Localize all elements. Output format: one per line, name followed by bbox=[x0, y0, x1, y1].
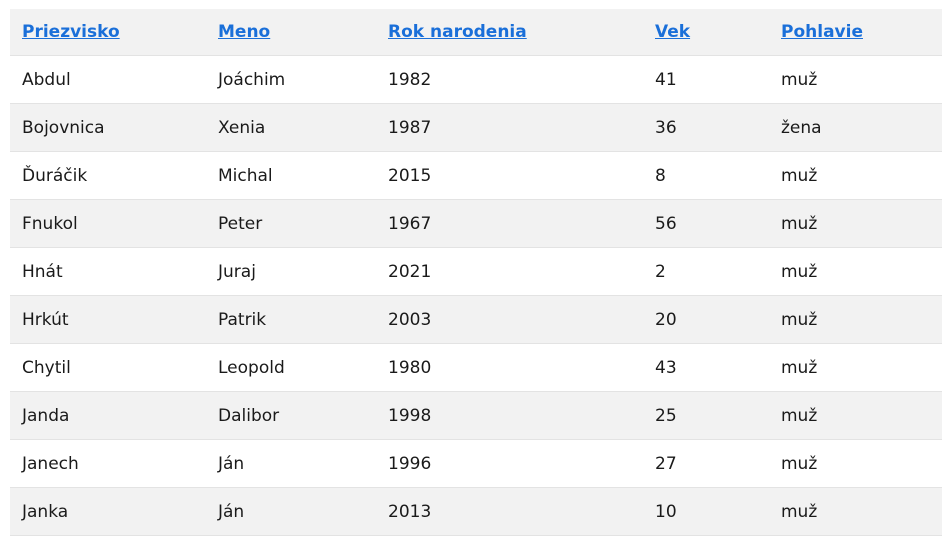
sort-link-rok-narodenia[interactable]: Rok narodenia bbox=[388, 22, 527, 42]
cell-vek: 8 bbox=[643, 151, 769, 200]
table-row: Janda Dalibor 1998 25 muž bbox=[10, 391, 942, 440]
column-header-priezvisko: Priezvisko bbox=[10, 9, 206, 56]
cell-pohlavie: muž bbox=[769, 247, 942, 296]
cell-pohlavie: muž bbox=[769, 55, 942, 104]
cell-meno: Xenia bbox=[206, 103, 376, 152]
cell-vek: 41 bbox=[643, 55, 769, 104]
cell-meno: Ján bbox=[206, 487, 376, 536]
cell-rok-narodenia: 2013 bbox=[376, 487, 643, 536]
cell-rok-narodenia: 1987 bbox=[376, 103, 643, 152]
table-row: Janech Ján 1996 27 muž bbox=[10, 439, 942, 488]
cell-priezvisko: Janech bbox=[10, 439, 206, 488]
cell-meno: Joáchim bbox=[206, 55, 376, 104]
cell-pohlavie: žena bbox=[769, 103, 942, 152]
cell-priezvisko: Hrkút bbox=[10, 295, 206, 344]
cell-rok-narodenia: 1967 bbox=[376, 199, 643, 248]
cell-vek: 27 bbox=[643, 439, 769, 488]
cell-vek: 43 bbox=[643, 343, 769, 392]
people-table: Priezvisko Meno Rok narodenia Vek Pohlav… bbox=[10, 9, 942, 536]
cell-pohlavie: muž bbox=[769, 151, 942, 200]
table-header-row: Priezvisko Meno Rok narodenia Vek Pohlav… bbox=[10, 9, 942, 56]
people-table-container: Priezvisko Meno Rok narodenia Vek Pohlav… bbox=[10, 9, 942, 536]
cell-pohlavie: muž bbox=[769, 295, 942, 344]
cell-meno: Dalibor bbox=[206, 391, 376, 440]
cell-priezvisko: Chytil bbox=[10, 343, 206, 392]
table-row: Fnukol Peter 1967 56 muž bbox=[10, 199, 942, 248]
sort-link-priezvisko[interactable]: Priezvisko bbox=[22, 22, 120, 42]
cell-vek: 36 bbox=[643, 103, 769, 152]
cell-pohlavie: muž bbox=[769, 343, 942, 392]
column-header-meno: Meno bbox=[206, 9, 376, 56]
cell-priezvisko: Hnát bbox=[10, 247, 206, 296]
cell-meno: Ján bbox=[206, 439, 376, 488]
column-header-vek: Vek bbox=[643, 9, 769, 56]
column-header-rok-narodenia: Rok narodenia bbox=[376, 9, 643, 56]
cell-vek: 2 bbox=[643, 247, 769, 296]
cell-priezvisko: Ďuráčik bbox=[10, 151, 206, 200]
cell-meno: Michal bbox=[206, 151, 376, 200]
cell-priezvisko: Bojovnica bbox=[10, 103, 206, 152]
cell-priezvisko: Abdul bbox=[10, 55, 206, 104]
cell-vek: 25 bbox=[643, 391, 769, 440]
cell-rok-narodenia: 2021 bbox=[376, 247, 643, 296]
cell-priezvisko: Fnukol bbox=[10, 199, 206, 248]
cell-meno: Peter bbox=[206, 199, 376, 248]
table-row: Janka Ján 2013 10 muž bbox=[10, 487, 942, 536]
cell-rok-narodenia: 1998 bbox=[376, 391, 643, 440]
cell-vek: 56 bbox=[643, 199, 769, 248]
cell-pohlavie: muž bbox=[769, 199, 942, 248]
cell-vek: 10 bbox=[643, 487, 769, 536]
cell-vek: 20 bbox=[643, 295, 769, 344]
cell-priezvisko: Janda bbox=[10, 391, 206, 440]
cell-rok-narodenia: 2015 bbox=[376, 151, 643, 200]
table-row: Hnát Juraj 2021 2 muž bbox=[10, 247, 942, 296]
sort-link-meno[interactable]: Meno bbox=[218, 22, 271, 42]
cell-pohlavie: muž bbox=[769, 391, 942, 440]
table-row: Bojovnica Xenia 1987 36 žena bbox=[10, 103, 942, 152]
cell-rok-narodenia: 1996 bbox=[376, 439, 643, 488]
table-row: Abdul Joáchim 1982 41 muž bbox=[10, 55, 942, 104]
cell-meno: Patrik bbox=[206, 295, 376, 344]
sort-link-pohlavie[interactable]: Pohlavie bbox=[781, 22, 863, 42]
cell-rok-narodenia: 1982 bbox=[376, 55, 643, 104]
cell-meno: Leopold bbox=[206, 343, 376, 392]
cell-rok-narodenia: 2003 bbox=[376, 295, 643, 344]
table-row: Hrkút Patrik 2003 20 muž bbox=[10, 295, 942, 344]
sort-link-vek[interactable]: Vek bbox=[655, 22, 691, 42]
column-header-pohlavie: Pohlavie bbox=[769, 9, 942, 56]
table-row: Chytil Leopold 1980 43 muž bbox=[10, 343, 942, 392]
table-row: Ďuráčik Michal 2015 8 muž bbox=[10, 151, 942, 200]
cell-pohlavie: muž bbox=[769, 487, 942, 536]
cell-rok-narodenia: 1980 bbox=[376, 343, 643, 392]
cell-pohlavie: muž bbox=[769, 439, 942, 488]
cell-priezvisko: Janka bbox=[10, 487, 206, 536]
cell-meno: Juraj bbox=[206, 247, 376, 296]
